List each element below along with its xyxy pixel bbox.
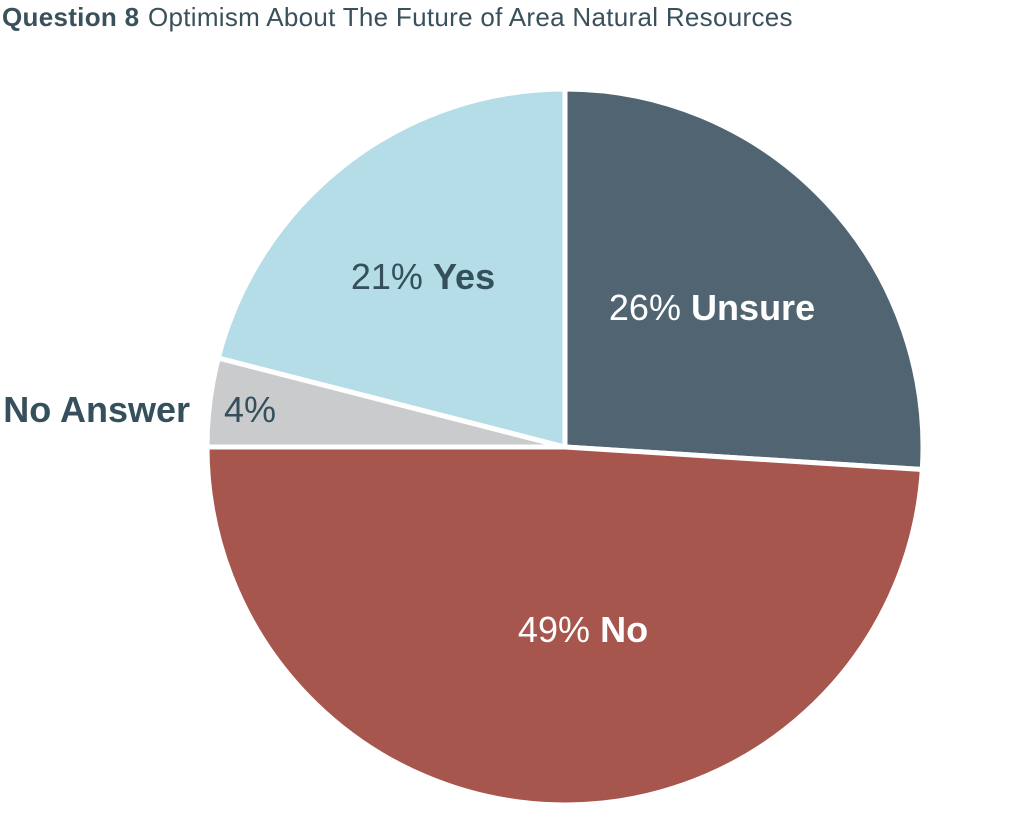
pie-label-no-answer: No Answer [3,389,190,430]
pie-label-yes-pct: 21% [350,256,423,297]
chart-title-question-number: Question 8 [2,2,140,32]
pie-slice-yes [215,86,568,450]
chart-title: Question 8 Optimism About The Future of A… [2,2,793,33]
pie-label-no: 49% No [518,612,648,648]
chart-title-text: Optimism About The Future of Area Natura… [147,2,793,32]
pie-label-yes-word: Yes [433,256,496,297]
pie-label-no-answer-pct-text: 4% [223,389,277,430]
pie-slice-no [204,444,925,808]
pie-label-no-pct: 49% [517,609,590,650]
pie-label-no-answer-pct: 4% [224,392,276,428]
pie-label-no-word: No [600,609,649,650]
pie-slice-unsure [562,86,926,472]
pie-label-unsure: 26% Unsure [609,290,815,326]
pie-label-unsure-pct: 26% [608,287,681,328]
pie-label-unsure-word: Unsure [691,287,816,328]
pie-label-yes: 21% Yes [351,259,495,295]
